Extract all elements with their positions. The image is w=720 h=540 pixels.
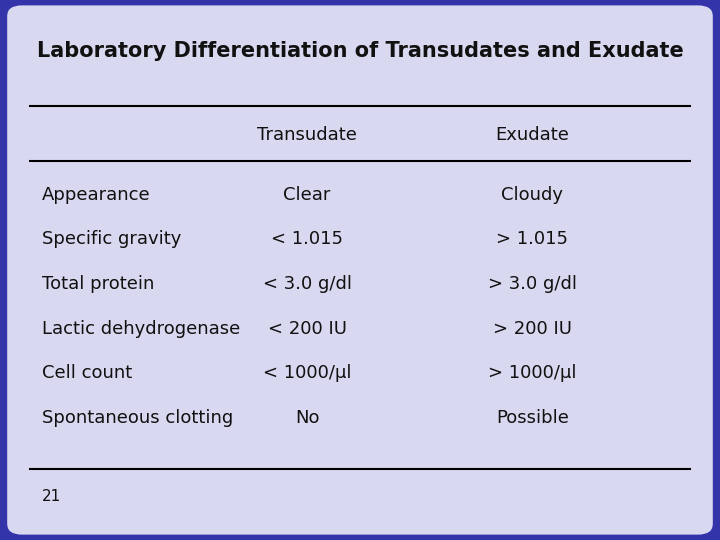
Text: Exudate: Exudate [495, 126, 570, 144]
Text: < 3.0 g/dl: < 3.0 g/dl [263, 275, 351, 293]
Text: Appearance: Appearance [42, 186, 150, 204]
Text: > 3.0 g/dl: > 3.0 g/dl [487, 275, 577, 293]
Text: Possible: Possible [496, 409, 569, 427]
Text: Clear: Clear [284, 186, 330, 204]
Text: < 1000/µl: < 1000/µl [263, 364, 351, 382]
Text: > 1.015: > 1.015 [496, 230, 568, 248]
Text: Cloudy: Cloudy [501, 186, 563, 204]
Text: Laboratory Differentiation of Transudates and Exudate: Laboratory Differentiation of Transudate… [37, 42, 683, 62]
Text: Spontaneous clotting: Spontaneous clotting [42, 409, 233, 427]
Text: 21: 21 [42, 489, 61, 504]
Text: Specific gravity: Specific gravity [42, 230, 181, 248]
Text: < 1.015: < 1.015 [271, 230, 343, 248]
Text: < 200 IU: < 200 IU [268, 320, 346, 338]
Text: > 1000/µl: > 1000/µl [488, 364, 577, 382]
Text: Cell count: Cell count [42, 364, 132, 382]
Text: Transudate: Transudate [257, 126, 357, 144]
Text: Total protein: Total protein [42, 275, 154, 293]
Text: No: No [294, 409, 319, 427]
Text: > 200 IU: > 200 IU [492, 320, 572, 338]
Text: Lactic dehydrogenase: Lactic dehydrogenase [42, 320, 240, 338]
